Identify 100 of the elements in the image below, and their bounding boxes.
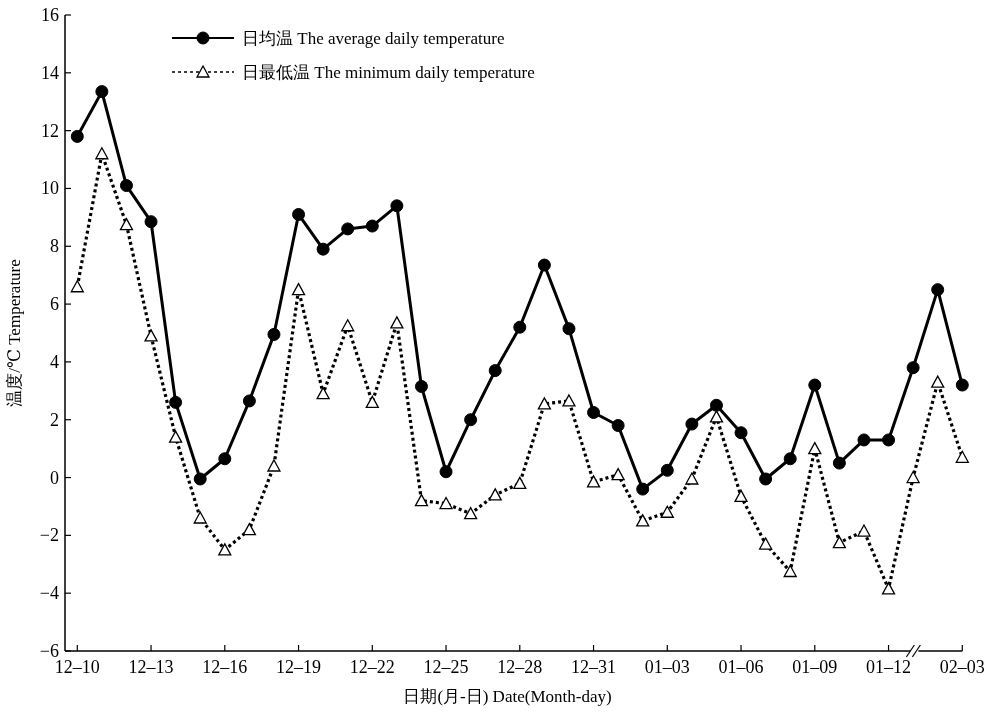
point [488, 364, 502, 378]
point [390, 316, 404, 329]
point [316, 242, 330, 256]
point [808, 441, 822, 455]
point [390, 199, 404, 213]
point [808, 378, 822, 392]
point [586, 475, 601, 488]
point [587, 406, 601, 419]
point [906, 361, 920, 375]
point [95, 85, 109, 99]
point [955, 378, 969, 392]
point [857, 524, 871, 537]
point [611, 468, 625, 481]
x-tick-label: 12–31 [571, 657, 617, 677]
point [341, 319, 355, 332]
point [537, 258, 551, 272]
point [341, 222, 355, 236]
point [832, 535, 847, 549]
y-axis-title: 温度/℃ Temperature [5, 259, 24, 407]
point [562, 322, 576, 336]
x-tick-label: 02–03 [939, 657, 985, 677]
point [611, 419, 625, 433]
x-tick-label: 01–09 [792, 657, 838, 677]
point [267, 327, 281, 341]
point [70, 129, 84, 143]
point [365, 219, 379, 233]
x-tick-label: 01–06 [718, 657, 764, 677]
point [709, 398, 723, 412]
point [242, 394, 256, 408]
point [144, 215, 158, 229]
point [439, 496, 453, 510]
point [881, 582, 896, 595]
point [734, 426, 748, 440]
point [955, 450, 969, 463]
point [169, 395, 183, 409]
point [759, 472, 773, 486]
y-tick-label: 6 [50, 294, 59, 315]
x-tick-label: 12–28 [497, 657, 543, 677]
point [857, 433, 871, 447]
x-tick-label: 12–22 [349, 657, 395, 677]
point [685, 417, 699, 431]
point [70, 280, 84, 293]
point [463, 507, 478, 520]
point [95, 147, 109, 160]
point [218, 452, 232, 466]
point [168, 430, 183, 443]
point [636, 514, 650, 527]
point [636, 482, 650, 496]
x-tick-label: 12–16 [202, 657, 248, 677]
point [783, 564, 797, 578]
point [119, 179, 133, 193]
y-tick-label: 0 [50, 467, 59, 488]
point [193, 511, 207, 524]
point [783, 452, 797, 466]
x-axis-title: 日期(月-日) Date(Month-day) [403, 687, 612, 706]
point [414, 494, 429, 507]
point [365, 395, 379, 409]
y-tick-label: −4 [39, 583, 59, 604]
point [882, 433, 896, 447]
point [439, 465, 453, 479]
point [144, 329, 158, 342]
point [562, 394, 576, 407]
y-tick-label: 14 [41, 62, 59, 83]
point [513, 476, 527, 489]
point [464, 413, 478, 427]
point [316, 387, 330, 400]
point [832, 456, 846, 470]
point [414, 379, 428, 393]
x-tick-label: 01–03 [644, 657, 690, 677]
point [931, 375, 945, 388]
y-tick-label: 2 [50, 409, 59, 430]
point [734, 489, 748, 502]
point [906, 470, 920, 484]
point [709, 410, 724, 423]
point [758, 537, 773, 550]
point [193, 472, 207, 486]
point [660, 505, 674, 518]
y-tick-label: 12 [41, 120, 59, 141]
point [218, 543, 232, 556]
point [660, 463, 674, 477]
point [685, 472, 699, 485]
point [537, 397, 552, 410]
y-tick-label: 10 [41, 178, 59, 199]
point [119, 217, 134, 231]
point [267, 459, 281, 472]
point [931, 283, 945, 297]
legend-label: 日均温 The average daily temperature [242, 29, 505, 48]
y-tick-label: 16 [41, 5, 59, 25]
y-tick-label: 4 [50, 351, 59, 372]
point [513, 320, 527, 334]
x-tick-label: 12–19 [276, 657, 322, 677]
x-tick-label: 12–25 [423, 657, 469, 677]
x-tick-label: 12–13 [128, 657, 174, 677]
y-tick-label: 8 [50, 236, 59, 257]
point [242, 522, 257, 536]
point [291, 282, 306, 296]
legend-label: 日最低温 The minimum daily temperature [242, 63, 535, 82]
x-tick-label: 01–12 [866, 657, 912, 677]
point [488, 488, 502, 501]
y-tick-label: −2 [39, 525, 59, 546]
